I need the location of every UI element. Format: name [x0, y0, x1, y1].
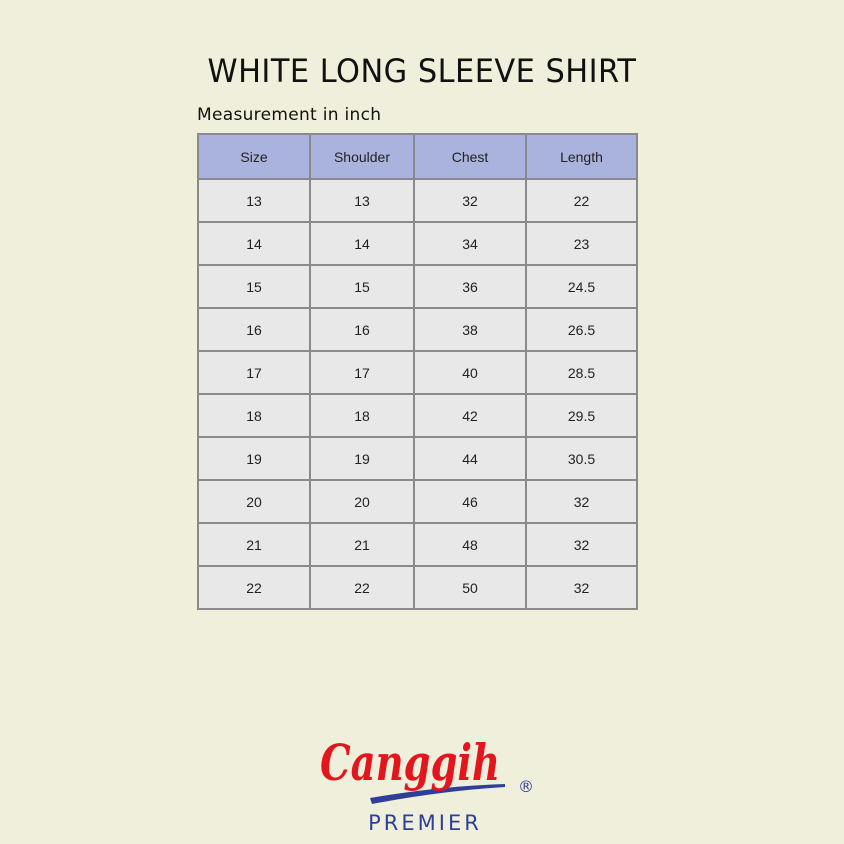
table-row: 18 18 42 29.5	[197, 393, 638, 438]
logo-swoosh	[370, 784, 505, 804]
table-cell: 32	[525, 522, 638, 567]
table-row: 14 14 34 23	[197, 221, 638, 266]
table-cell: 13	[197, 178, 311, 223]
table-cell: 18	[309, 393, 415, 438]
logo-tagline: PREMIER	[368, 811, 482, 835]
table-cell: 21	[197, 522, 311, 567]
registered-mark: ®	[518, 777, 534, 796]
column-header: Size	[197, 133, 311, 180]
table-row: 13 13 32 22	[197, 178, 638, 223]
table-cell: 19	[309, 436, 415, 481]
table-cell: 40	[413, 350, 527, 395]
table-cell: 29.5	[525, 393, 638, 438]
logo-script: Canggih	[320, 733, 500, 792]
table-row: 21 21 48 32	[197, 522, 638, 567]
table-cell: 38	[413, 307, 527, 352]
table-cell: 16	[309, 307, 415, 352]
size-chart-table: Size Shoulder Chest Length 13 13 32 22 14 14 34 23…	[197, 133, 638, 610]
table-cell: 46	[413, 479, 527, 524]
table-header-row: Size Shoulder Chest Length	[197, 133, 638, 180]
table-cell: 15	[197, 264, 311, 309]
table-cell: 32	[525, 565, 638, 610]
table-row: 19 19 44 30.5	[197, 436, 638, 481]
table-cell: 20	[197, 479, 311, 524]
table-cell: 30.5	[525, 436, 638, 481]
table-cell: 17	[197, 350, 311, 395]
table-cell: 26.5	[525, 307, 638, 352]
table-row: 20 20 46 32	[197, 479, 638, 524]
table-cell: 19	[197, 436, 311, 481]
table-cell: 28.5	[525, 350, 638, 395]
table-cell: 48	[413, 522, 527, 567]
table-cell: 13	[309, 178, 415, 223]
table-cell: 32	[413, 178, 527, 223]
column-header: Chest	[413, 133, 527, 180]
table-cell: 21	[309, 522, 415, 567]
table-cell: 15	[309, 264, 415, 309]
table-cell: 17	[309, 350, 415, 395]
table-cell: 16	[197, 307, 311, 352]
measurement-unit-label: Measurement in inch	[197, 105, 382, 125]
table-row: 16 16 38 26.5	[197, 307, 638, 352]
column-header: Shoulder	[309, 133, 415, 180]
table-cell: 50	[413, 565, 527, 610]
table-cell: 24.5	[525, 264, 638, 309]
table-cell: 22	[197, 565, 311, 610]
table-row: 15 15 36 24.5	[197, 264, 638, 309]
table-cell: 34	[413, 221, 527, 266]
page-title: WHITE LONG SLEEVE SHIRT	[207, 52, 637, 90]
table-cell: 20	[309, 479, 415, 524]
table-cell: 14	[309, 221, 415, 266]
table-row: 22 22 50 32	[197, 565, 638, 610]
table-cell: 18	[197, 393, 311, 438]
table-cell: 44	[413, 436, 527, 481]
canggih-premier-logo: Canggih ® PREMIER	[320, 733, 534, 835]
table-cell: 22	[525, 178, 638, 223]
table-cell: 42	[413, 393, 527, 438]
column-header: Length	[525, 133, 638, 180]
table-cell: 22	[309, 565, 415, 610]
table-cell: 32	[525, 479, 638, 524]
table-cell: 14	[197, 221, 311, 266]
table-cell: 36	[413, 264, 527, 309]
table-row: 17 17 40 28.5	[197, 350, 638, 395]
table-cell: 23	[525, 221, 638, 266]
